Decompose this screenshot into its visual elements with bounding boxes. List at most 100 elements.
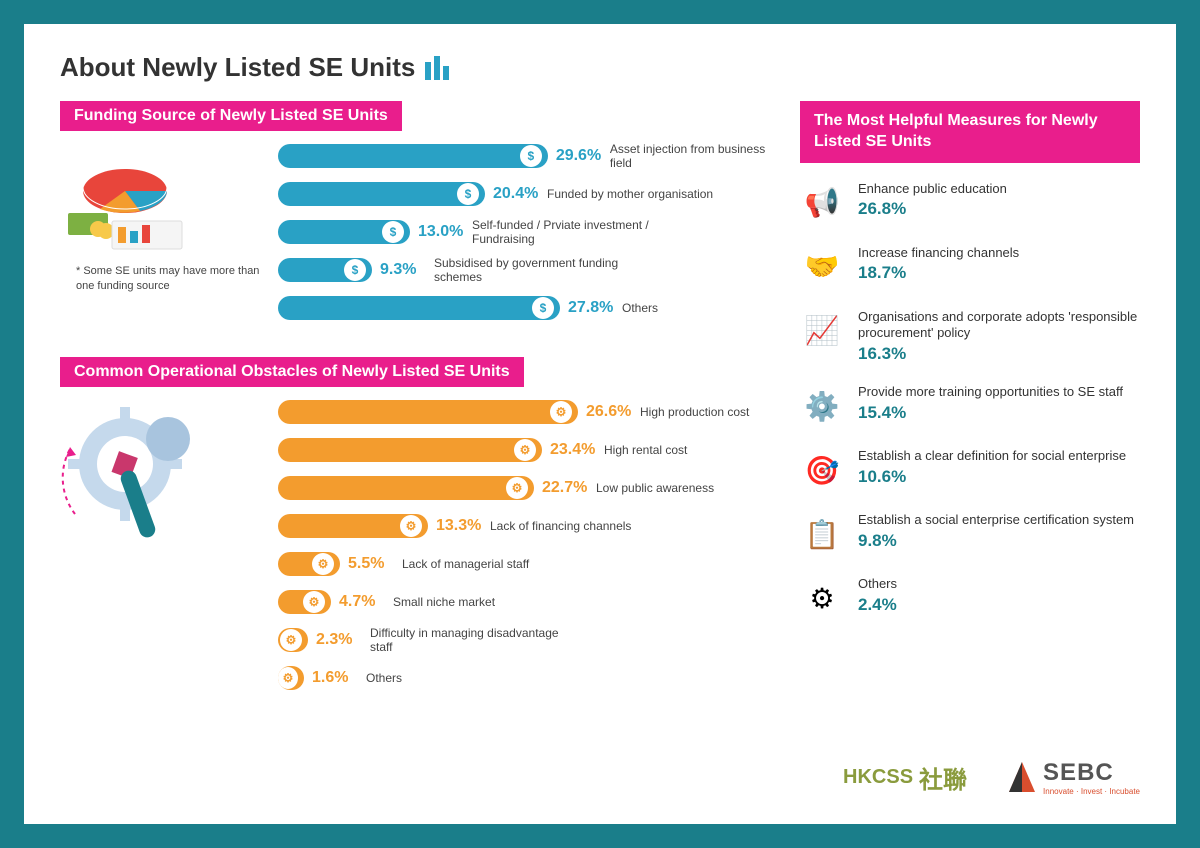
bar-row: ⚙5.5%Lack of managerial staff <box>278 551 772 577</box>
sebc-text: SEBC <box>1043 759 1140 787</box>
funding-visual: * Some SE units may have more than one f… <box>60 143 260 333</box>
logos: HKCSS 社聯 SEBC Innovate · Invest · Incuba… <box>843 759 1140 796</box>
title-text: About Newly Listed SE Units <box>60 52 415 83</box>
measure-row: ⚙ Others2.4% <box>800 576 1140 620</box>
measure-text: Establish a clear definition for social … <box>858 448 1140 487</box>
bar-label: Subsidised by government funding schemes <box>434 256 624 285</box>
measure-pct: 18.7% <box>858 263 1140 283</box>
bar-track: ⚙ <box>278 438 542 462</box>
bar-cap-icon: $ <box>457 183 479 205</box>
bar-cap-icon: ⚙ <box>303 591 325 613</box>
measure-label: Increase financing channels <box>858 245 1140 262</box>
bar-row: ⚙ 4.7%Small niche market <box>278 589 772 615</box>
infographic-card: About Newly Listed SE Units Funding Sour… <box>24 24 1176 824</box>
funding-bar-chart: $29.6%Asset injection from business fiel… <box>278 143 772 333</box>
bar-label: Low public awareness <box>596 481 714 495</box>
bar-label: High production cost <box>640 405 749 419</box>
bar-track: $ <box>278 220 410 244</box>
measure-row: 📢 Enhance public education26.8% <box>800 181 1140 225</box>
bar-pct: 9.3% <box>380 261 434 279</box>
bar-cap-icon: ⚙ <box>514 439 536 461</box>
page-title: About Newly Listed SE Units <box>60 52 1140 83</box>
measure-label: Enhance public education <box>858 181 1140 198</box>
funding-badge: Funding Source of Newly Listed SE Units <box>60 101 402 131</box>
bar-label: Lack of financing channels <box>490 519 631 533</box>
bar-track: ⚙ <box>278 628 308 652</box>
main-layout: Funding Source of Newly Listed SE Units <box>60 101 1140 703</box>
bar-track: ⚙ <box>278 400 578 424</box>
bar-pct: 27.8% <box>568 299 622 317</box>
measure-text: Provide more training opportunities to S… <box>858 384 1140 423</box>
measure-row: ⚙️Provide more training opportunities to… <box>800 384 1140 428</box>
bar-cap-icon: ⚙ <box>312 553 334 575</box>
bar-cap-icon: $ <box>382 221 404 243</box>
funding-footnote: * Some SE units may have more than one f… <box>60 264 260 295</box>
measure-icon: 📢 <box>800 181 844 225</box>
bar-label: High rental cost <box>604 443 687 457</box>
measure-label: Organisations and corporate adopts 'resp… <box>858 309 1140 343</box>
bar-label: Others <box>366 671 402 685</box>
measure-text: Others2.4% <box>858 576 1140 615</box>
bar-cap-icon: $ <box>344 259 366 281</box>
measure-icon: 📈 <box>800 309 844 353</box>
bar-pct: 4.7% <box>339 593 393 611</box>
bar-track: $ <box>278 144 548 168</box>
bar-pct: 1.6% <box>312 669 366 687</box>
bar-pct: 5.5% <box>348 555 402 573</box>
measure-row: 🤝 Increase financing channels18.7% <box>800 245 1140 289</box>
bar-cap-icon: $ <box>520 145 542 167</box>
gear-wrench-icon <box>60 399 220 559</box>
measure-text: Enhance public education26.8% <box>858 181 1140 220</box>
bar-pct: 26.6% <box>586 403 640 421</box>
obstacle-visual <box>60 399 260 703</box>
measure-label: Provide more training opportunities to S… <box>858 384 1140 401</box>
measure-icon: 🤝 <box>800 245 844 289</box>
measure-pct: 9.8% <box>858 531 1140 551</box>
bar-pct: 13.0% <box>418 223 472 241</box>
bar-track: $ <box>278 182 485 206</box>
hkcss-logo: HKCSS 社聯 <box>843 760 967 795</box>
right-column: The Most Helpful Measures for Newly List… <box>800 101 1140 703</box>
measure-pct: 16.3% <box>858 344 1140 364</box>
measure-text: Organisations and corporate adopts 'resp… <box>858 309 1140 365</box>
bar-label: Difficulty in managing disadvantage staf… <box>370 626 560 655</box>
bar-row: ⚙2.3%Difficulty in managing disadvantage… <box>278 627 772 653</box>
measure-row: 📈 Organisations and corporate adopts 'res… <box>800 309 1140 365</box>
obstacles-badge: Common Operational Obstacles of Newly Li… <box>60 357 524 387</box>
bar-label: Self-funded / Prviate investment / Fundr… <box>472 218 662 247</box>
title-bars-icon <box>425 56 449 80</box>
measure-text: Increase financing channels18.7% <box>858 245 1140 284</box>
funding-section: * Some SE units may have more than one f… <box>60 143 772 333</box>
bar-label: Funded by mother organisation <box>547 187 713 201</box>
measure-pct: 15.4% <box>858 403 1140 423</box>
bar-label: Small niche market <box>393 595 495 609</box>
bar-row: $29.6%Asset injection from business fiel… <box>278 143 772 169</box>
bar-cap-icon: ⚙ <box>280 629 302 651</box>
bar-track: ⚙ <box>278 514 428 538</box>
obstacle-bar-chart: ⚙26.6%High production cost⚙23.4%High ren… <box>278 399 772 703</box>
bar-cap-icon: ⚙ <box>550 401 572 423</box>
hkcss-text: HKCSS <box>843 766 913 789</box>
bar-cap-icon: $ <box>532 297 554 319</box>
left-column: Funding Source of Newly Listed SE Units <box>60 101 772 703</box>
bar-cap-icon: ⚙ <box>278 667 298 689</box>
measure-row: 🎯 Establish a clear definition for social… <box>800 448 1140 492</box>
measure-icon: 🎯 <box>800 448 844 492</box>
bar-cap-icon: ⚙ <box>400 515 422 537</box>
measures-list: 📢 Enhance public education26.8% 🤝 Increase … <box>800 181 1140 621</box>
sebc-mark-icon <box>1007 760 1037 796</box>
measure-pct: 10.6% <box>858 467 1140 487</box>
bar-track: ⚙ <box>278 590 331 614</box>
measure-row: 📋 Establish a social enterprise certifica… <box>800 512 1140 556</box>
bar-pct: 20.4% <box>493 185 547 203</box>
measure-label: Establish a social enterprise certificat… <box>858 512 1140 529</box>
bar-track: $ <box>278 296 560 320</box>
sebc-sub: Innovate · Invest · Incubate <box>1043 787 1140 796</box>
measure-icon: ⚙ <box>800 576 844 620</box>
bar-pct: 29.6% <box>556 147 610 165</box>
measure-label: Establish a clear definition for social … <box>858 448 1140 465</box>
bar-track: ⚙ <box>278 666 304 690</box>
bar-row: $20.4%Funded by mother organisation <box>278 181 772 207</box>
measure-text: Establish a social enterprise certificat… <box>858 512 1140 551</box>
measure-icon: 📋 <box>800 512 844 556</box>
